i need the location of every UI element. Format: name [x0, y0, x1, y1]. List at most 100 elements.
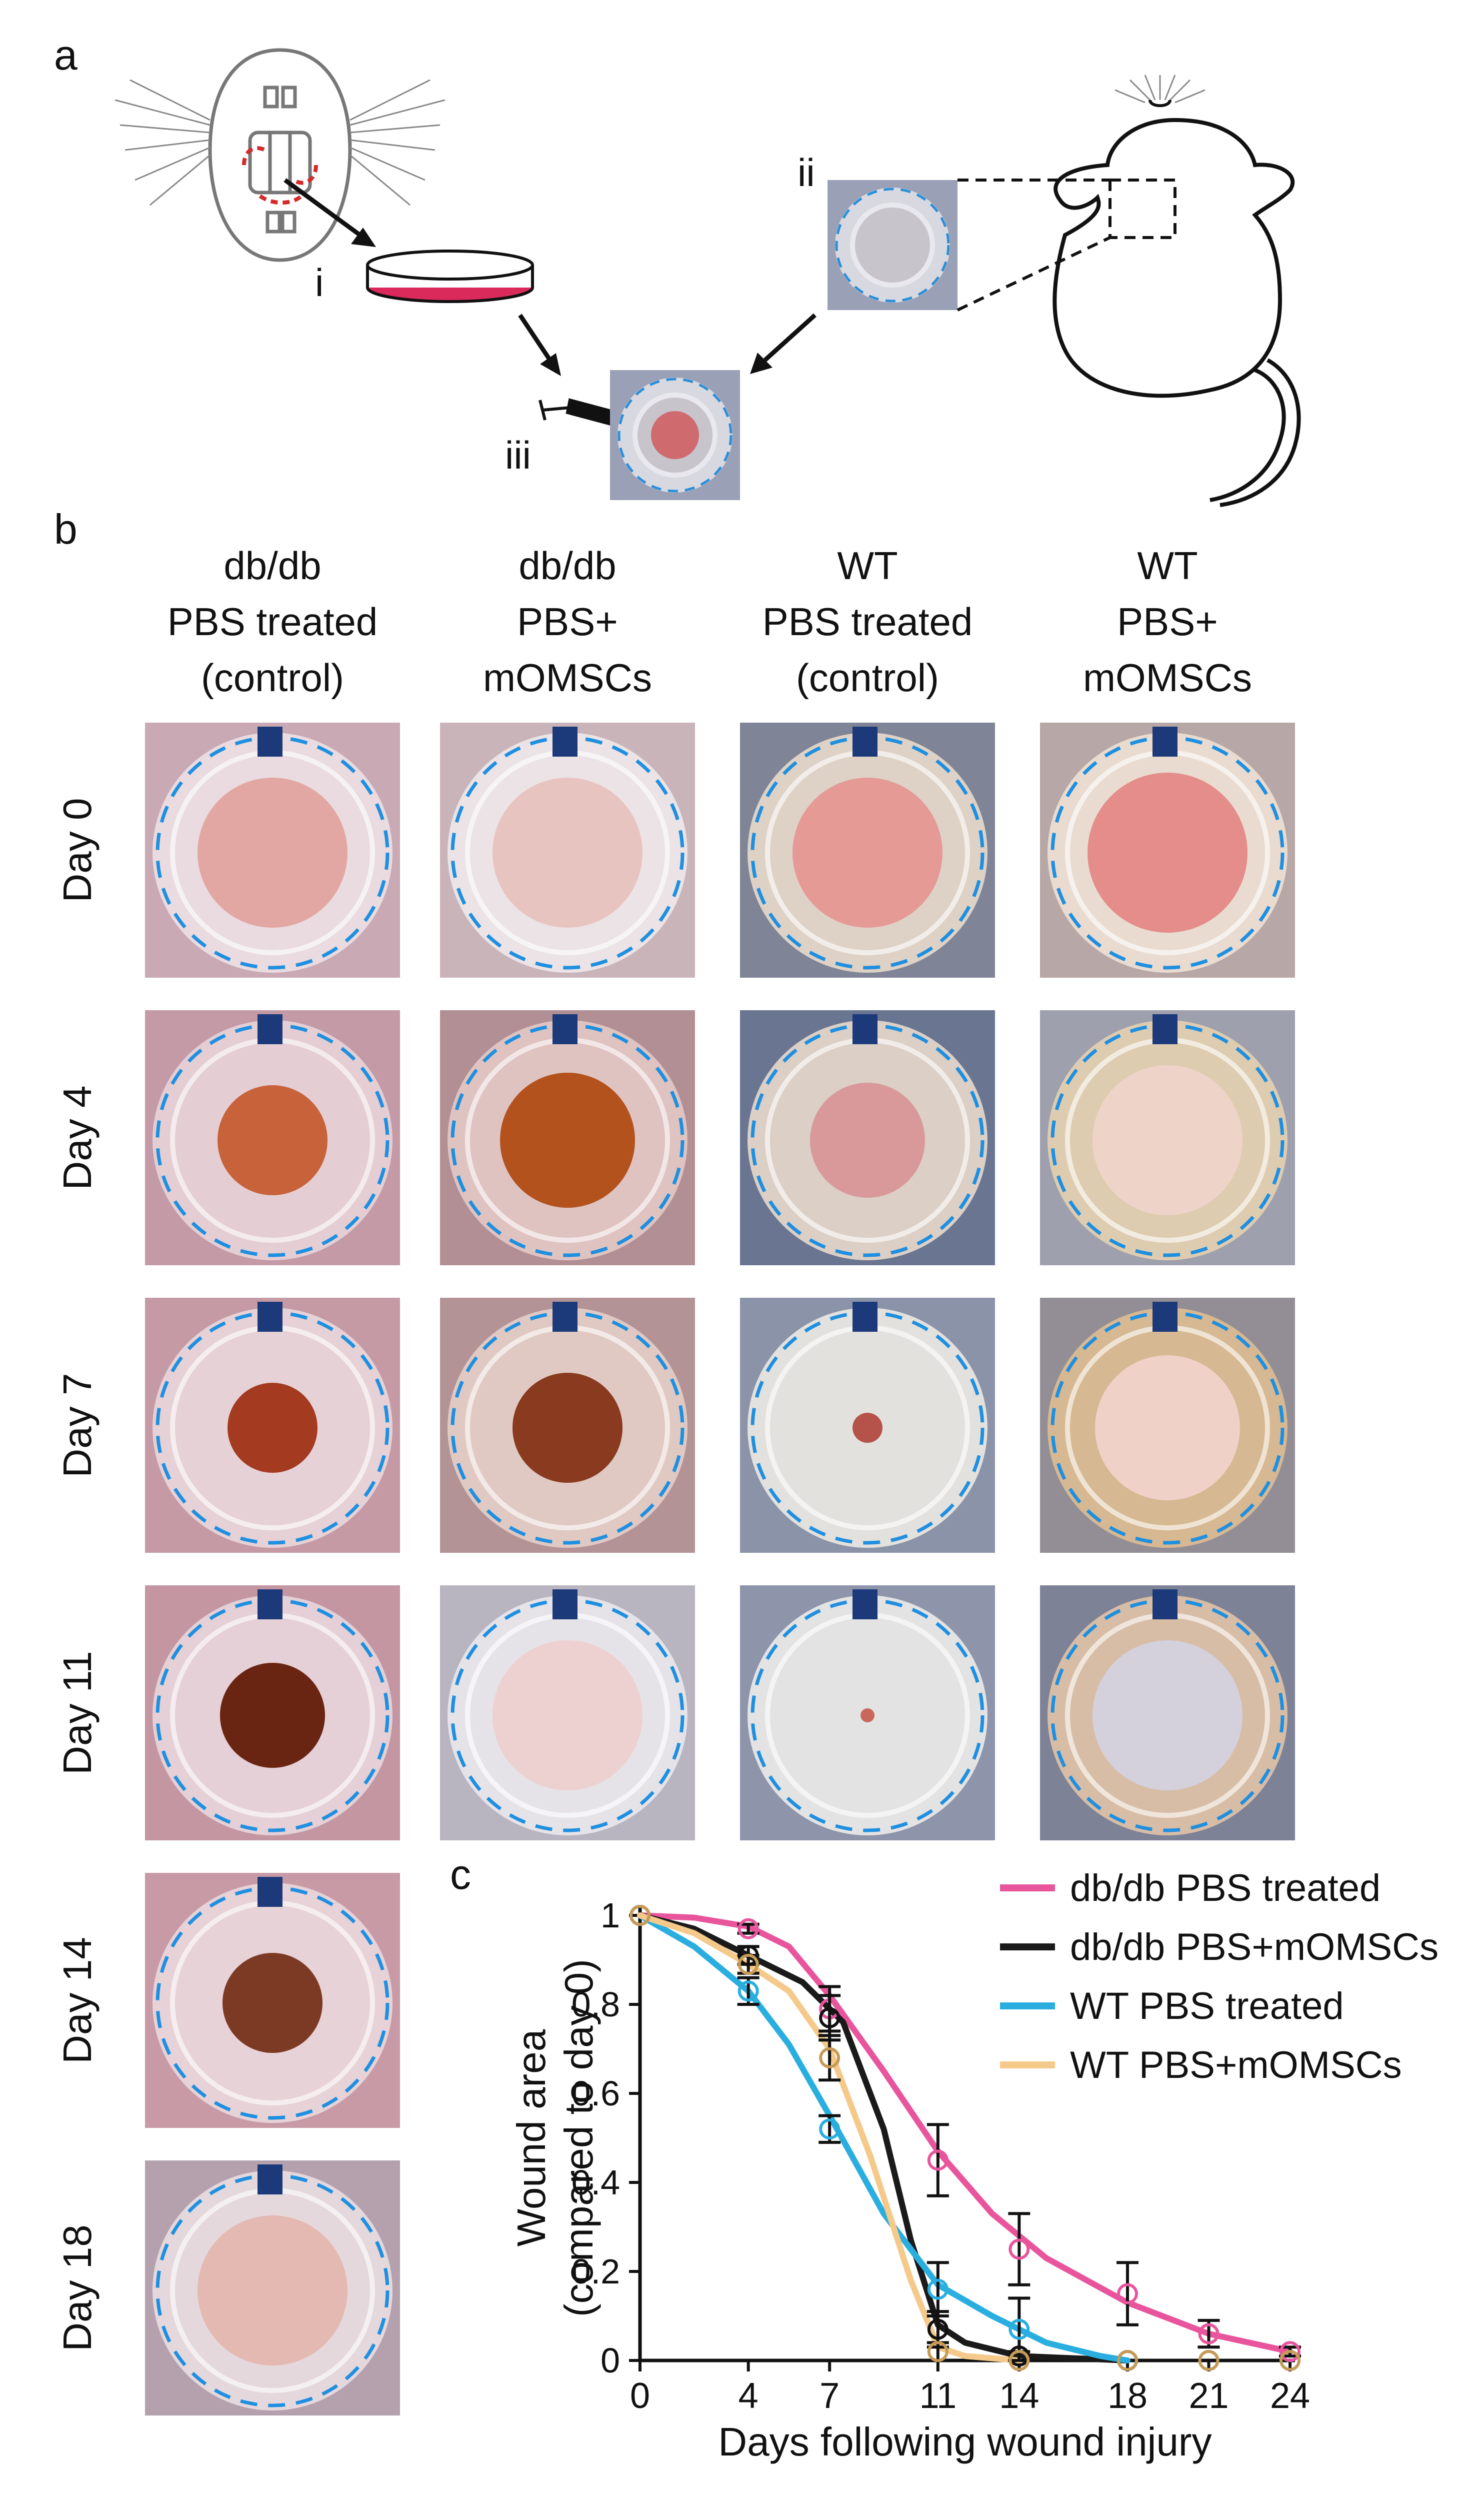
wound-photo-graphic — [440, 1298, 695, 1553]
x-axis-label: Days following wound injury — [718, 2419, 1212, 2464]
column-header-line: PBS+ — [1117, 600, 1218, 644]
mouse-body-icon — [1052, 75, 1301, 507]
arrow-icon — [750, 313, 817, 374]
data-point — [819, 2007, 840, 2028]
x-tick-label: 4 — [738, 2376, 758, 2416]
series-line — [637, 1912, 1022, 2363]
wound-photo-shape — [198, 2215, 348, 2365]
arrow-icon — [518, 314, 561, 376]
wound-photo-graphic — [440, 723, 695, 978]
suture-knot — [258, 1014, 282, 1044]
wound-photo — [145, 1010, 400, 1265]
wound-photo-shape — [1088, 773, 1248, 933]
suture-knot — [552, 1589, 578, 1619]
wound-photo-graphic — [145, 2160, 400, 2415]
wound-photo — [440, 1010, 695, 1265]
panel-a-schematic — [114, 48, 1301, 507]
legend-label: db/db PBS treated — [1070, 1867, 1380, 1909]
data-point — [1198, 2323, 1220, 2344]
column-header-line: PBS+ — [517, 600, 618, 644]
panel-a-label: a — [54, 32, 78, 79]
wound-photo-graphic — [1040, 723, 1295, 978]
x-tick-label: 11 — [919, 2376, 956, 2416]
wound-photo-graphic — [440, 1010, 695, 1265]
suture-knot — [258, 1877, 282, 1907]
x-tick-label: 18 — [1108, 2376, 1148, 2416]
column-header: WT PBS+ mOMSCs — [1028, 538, 1308, 706]
wound-photo-graphic — [145, 1298, 400, 1553]
suture-knot — [1152, 727, 1178, 757]
wound-photo-shape — [222, 1953, 322, 2053]
wound-photo-shape — [228, 1383, 318, 1473]
data-point — [927, 2278, 948, 2300]
wound-photo — [440, 1585, 695, 1840]
panel-b-label: b — [54, 506, 78, 553]
wound-photo — [145, 723, 400, 978]
wound-photo-shape — [218, 1085, 328, 1195]
wound-photo-graphic — [740, 1010, 995, 1265]
y-tick-label: 0.4 — [572, 2163, 620, 2202]
wound-photo-graphic — [145, 723, 400, 978]
column-header-line: WT — [1137, 544, 1198, 588]
panel-c-label: c — [450, 1851, 471, 1898]
petri-dish-icon — [366, 250, 534, 303]
row-label-day: Day 14 — [55, 1937, 100, 2064]
row-label-day: Day 4 — [55, 1085, 100, 1190]
wound-photo — [440, 1298, 695, 1553]
wound-photo-shape — [220, 1663, 325, 1768]
data-point — [927, 2341, 948, 2362]
suture-knot — [852, 1014, 878, 1044]
column-header-line: (control) — [200, 656, 344, 700]
series-line — [637, 1912, 1130, 2363]
y-tick-label: 1 — [600, 1896, 620, 1935]
wound-photo — [740, 1585, 995, 1840]
step-ii-label: ii — [798, 151, 815, 195]
y-axis-label: (compared to day 0) — [556, 1959, 601, 2317]
wound-photo — [740, 1010, 995, 1265]
wound-photo — [740, 723, 995, 978]
wound-photo — [1040, 1010, 1295, 1265]
wound-photo-shape — [852, 1413, 882, 1443]
row-label-day: Day 0 — [55, 798, 100, 903]
wound-photo — [145, 1585, 400, 1840]
data-point — [1198, 2350, 1220, 2371]
suture-knot — [258, 1589, 282, 1619]
wound-photo-shape — [1092, 1065, 1242, 1215]
column-header: db/db PBS+ mOMSCs — [428, 538, 708, 706]
data-point — [819, 2047, 840, 2068]
wound-photo-graphic — [1040, 1585, 1295, 1840]
step-iii-label: iii — [505, 433, 531, 477]
data-point — [1280, 2350, 1300, 2371]
data-point — [927, 2318, 948, 2340]
wound-photo-shape — [492, 1640, 642, 1790]
wound-photo — [145, 1298, 400, 1553]
legend-label: WT PBS+mOMSCs — [1070, 2044, 1402, 2086]
suture-knot — [852, 727, 878, 757]
data-point — [1117, 2283, 1138, 2304]
y-tick-label: 0.8 — [572, 1985, 620, 2024]
suture-knot — [852, 1302, 878, 1332]
suture-knot — [258, 2164, 282, 2194]
wound-photo — [1040, 723, 1295, 978]
column-header-line: db/db — [224, 544, 322, 588]
data-point — [738, 1918, 759, 1939]
wound-photo-shape — [810, 1083, 925, 1198]
row-label-day: Day 7 — [55, 1373, 100, 1478]
data-point — [1280, 2341, 1300, 2362]
column-header-line: WT — [837, 544, 898, 588]
wound-photo — [740, 1298, 995, 1553]
wound-photo-graphic — [1040, 1010, 1295, 1265]
wound-photo-shape — [492, 778, 642, 928]
column-header-line: db/db — [518, 544, 616, 588]
suture-knot — [852, 1589, 878, 1619]
legend-label: WT PBS treated — [1070, 1985, 1344, 2027]
x-tick-label: 7 — [820, 2376, 840, 2416]
column-header-line: (control) — [796, 656, 940, 700]
x-tick-label: 21 — [1188, 2376, 1228, 2416]
wound-photo — [145, 2160, 400, 2415]
zoom-lines — [956, 179, 1176, 312]
wound-photo-shape — [860, 1708, 874, 1722]
row-label-day: Day 11 — [55, 1651, 100, 1775]
wound-photo — [1040, 1585, 1295, 1840]
wound-photo-ii — [828, 180, 958, 310]
